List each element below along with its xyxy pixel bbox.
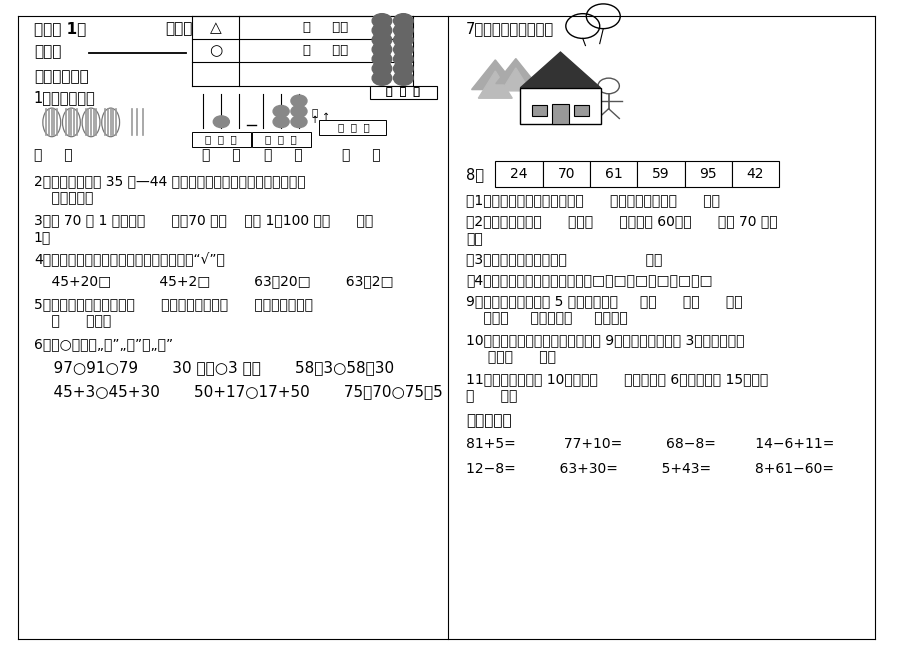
Bar xyxy=(573,105,588,116)
Text: ○: ○ xyxy=(210,43,222,58)
Circle shape xyxy=(393,42,413,57)
Text: 二、口算：: 二、口算： xyxy=(465,413,511,428)
Text: 8、: 8、 xyxy=(465,167,483,182)
Circle shape xyxy=(290,105,307,117)
Circle shape xyxy=(393,23,413,38)
Bar xyxy=(589,161,637,187)
Text: 97○91○79       30 个一○3 个十       58－3○58－30: 97○91○79 30 个一○3 个十 58－3○58－30 xyxy=(34,359,393,375)
Text: （     ）: （ ） xyxy=(342,148,380,162)
Text: 45+20□           45+2□          63－20□        63－2□: 45+20□ 45+2□ 63－20□ 63－2□ xyxy=(34,274,393,288)
Text: （     ）: （ ） xyxy=(264,148,302,162)
Text: 4、估一估，在得数是六十多的算式后面画“√”。: 4、估一估，在得数是六十多的算式后面画“√”。 xyxy=(34,253,224,268)
Bar xyxy=(542,161,589,187)
Text: 百  十  个: 百 十 个 xyxy=(337,122,369,133)
Text: （     ）: （ ） xyxy=(34,148,73,162)
Circle shape xyxy=(393,61,413,76)
Text: 百  十  个: 百 十 个 xyxy=(386,87,420,98)
Circle shape xyxy=(372,61,391,76)
Text: （     ）个: （ ）个 xyxy=(302,21,348,34)
Text: 姓名：: 姓名： xyxy=(165,21,192,36)
Circle shape xyxy=(273,116,289,128)
Bar xyxy=(370,86,437,99)
Text: 家长: 家长 xyxy=(395,21,414,36)
Circle shape xyxy=(213,116,229,128)
Text: 百  十  个: 百 十 个 xyxy=(386,87,420,98)
Bar xyxy=(520,88,600,124)
Text: 12−8=          63+30=          5+43=          8+61−60=: 12−8= 63+30= 5+43= 8+61−60= xyxy=(465,462,833,476)
Text: 1、看图写数。: 1、看图写数。 xyxy=(34,90,96,105)
Bar xyxy=(494,161,542,187)
Bar xyxy=(550,104,569,124)
Circle shape xyxy=(393,33,413,47)
Text: （     ）个: （ ）个 xyxy=(302,44,348,57)
Circle shape xyxy=(393,14,413,28)
Polygon shape xyxy=(471,60,518,90)
Text: 2、老师请学号是 35 号—44 号的同学上来领书，请问一共上来（: 2、老师请学号是 35 号—44 号的同学上来领书，请问一共上来（ xyxy=(34,174,305,188)
Text: （     ）: （ ） xyxy=(202,148,241,162)
Circle shape xyxy=(290,95,307,107)
Bar xyxy=(637,161,684,187)
Circle shape xyxy=(372,33,391,47)
Bar xyxy=(192,132,251,147)
Bar xyxy=(684,161,731,187)
Text: 其中（     ）最大，（     ）最小。: 其中（ ）最大，（ ）最小。 xyxy=(465,311,627,326)
Circle shape xyxy=(372,52,391,66)
Text: （4）将这些数按从小到大排列：□＜□＜□＜□＜□＜□: （4）将这些数按从小到大排列：□＜□＜□＜□＜□＜□ xyxy=(465,273,711,287)
Polygon shape xyxy=(501,68,529,91)
Circle shape xyxy=(372,42,391,57)
Text: 61: 61 xyxy=(604,167,622,182)
Text: 45+3○45+30       50+17○17+50       75－70○75－5: 45+3○45+30 50+17○17+50 75－70○75－5 xyxy=(34,384,442,400)
Text: 《期中 1》: 《期中 1》 xyxy=(34,21,86,36)
Text: 10、小明家门牌号个位上的数字是 9，十位上的数字是 3，他家的门牌: 10、小明家门牌号个位上的数字是 9，十位上的数字是 3，他家的门牌 xyxy=(465,333,743,347)
Text: （1）这些数中，最大的数是（      ），最小的数是（      ）。: （1）这些数中，最大的数是（ ），最小的数是（ ）。 xyxy=(465,193,719,208)
Circle shape xyxy=(290,116,307,128)
Circle shape xyxy=(273,105,289,117)
Text: 42: 42 xyxy=(746,167,764,182)
Text: ↑: ↑ xyxy=(322,112,329,122)
Text: ↑: ↑ xyxy=(311,115,319,126)
Text: 24: 24 xyxy=(510,167,528,182)
Text: （      ）位。: （ ）位。 xyxy=(34,314,111,329)
Text: 7、数一数，填一填：: 7、数一数，填一填： xyxy=(465,21,553,36)
Text: 70: 70 xyxy=(557,167,574,182)
Bar xyxy=(252,132,311,147)
Text: 多。: 多。 xyxy=(465,232,482,246)
Text: 3、比 70 小 1 的数是（      ），70 比（    ）小 1，100 比（      ）多: 3、比 70 小 1 的数是（ ），70 比（ ）小 1，100 比（ ）多 xyxy=(34,213,373,227)
Text: 59: 59 xyxy=(652,167,669,182)
Text: 6、在○里填上„＞”„＜”或„＝”: 6、在○里填上„＞”„＜”或„＝” xyxy=(34,337,173,351)
Text: ）个同学。: ）个同学。 xyxy=(34,191,93,206)
Polygon shape xyxy=(520,52,600,88)
Circle shape xyxy=(393,71,413,85)
Circle shape xyxy=(372,23,391,38)
Text: 95: 95 xyxy=(698,167,716,182)
Circle shape xyxy=(372,14,391,28)
Text: 个: 个 xyxy=(312,107,318,117)
Text: △: △ xyxy=(210,20,221,35)
Text: （2）这些数中，（      ）和（      ）最接近 60，（      ）比 70 小得: （2）这些数中，（ ）和（ ）最接近 60，（ ）比 70 小得 xyxy=(465,214,777,229)
Text: 11、两个加数都是 10，和是（      ），减数是 6，被减数是 15，差是: 11、两个加数都是 10，和是（ ），减数是 6，被减数是 15，差是 xyxy=(465,372,767,386)
Text: （3）这些数中，单数有（                  ）。: （3）这些数中，单数有（ ）。 xyxy=(465,252,662,266)
Text: 签名：: 签名： xyxy=(34,44,62,60)
Text: 号是（      ）。: 号是（ ）。 xyxy=(465,350,555,365)
Text: 5、从右边起，第一位是（      ）位，第二位是（      ）位，第三位是: 5、从右边起，第一位是（ ）位，第二位是（ ）位，第三位是 xyxy=(34,297,312,311)
Bar xyxy=(319,120,386,135)
Polygon shape xyxy=(495,59,535,83)
Text: 百  十  个: 百 十 个 xyxy=(205,134,237,145)
Text: 9、写出三个十位上是 5 的两位数：（     ）（      ）（      ），: 9、写出三个十位上是 5 的两位数：（ ）（ ）（ ）， xyxy=(465,294,742,308)
Text: 1。: 1。 xyxy=(34,230,51,245)
Circle shape xyxy=(393,52,413,66)
Circle shape xyxy=(372,71,391,85)
Text: （      ）。: （ ）。 xyxy=(465,389,516,404)
Bar xyxy=(531,105,547,116)
Text: 一、填一填：: 一、填一填： xyxy=(34,69,88,85)
Text: 81+5=           77+10=          68−8=         14−6+11=: 81+5= 77+10= 68−8= 14−6+11= xyxy=(465,437,834,451)
Bar xyxy=(731,161,778,187)
Text: 百  十  个: 百 十 个 xyxy=(265,134,297,145)
Polygon shape xyxy=(478,71,512,98)
